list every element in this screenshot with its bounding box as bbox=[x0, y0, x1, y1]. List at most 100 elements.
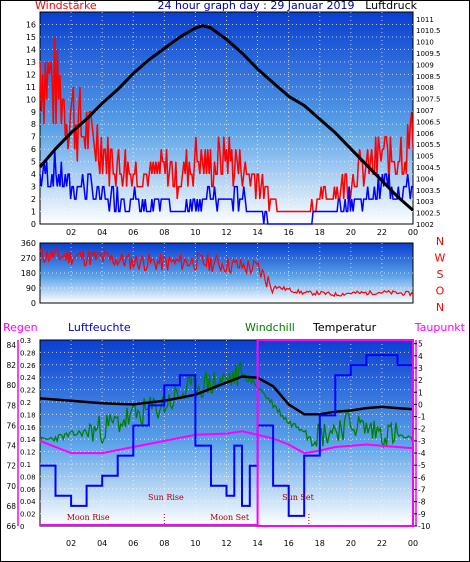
humidity-y-tick: 84 bbox=[6, 341, 16, 350]
wind-x-tick: 22 bbox=[377, 228, 387, 237]
rain-y-tick: 0.02 bbox=[20, 511, 36, 519]
pressure-y-tick: 1002 bbox=[416, 221, 434, 229]
wind-y-tick: 14 bbox=[26, 45, 36, 54]
wind-y-tick: 7 bbox=[31, 133, 36, 142]
humidity-axis-title: Luftfeuchte bbox=[68, 321, 131, 334]
rain-y-tick: 0 bbox=[20, 523, 24, 531]
wind-x-tick: 18 bbox=[315, 228, 325, 237]
wind-y-tick: 5 bbox=[31, 158, 36, 167]
pressure-y-tick: 1003 bbox=[416, 198, 434, 206]
wind-direction-line bbox=[39, 245, 414, 298]
humidity-y-tick: 68 bbox=[6, 502, 16, 511]
direction-compass-label: N bbox=[436, 301, 444, 314]
direction-y-tick: 360 bbox=[21, 239, 36, 248]
wind-gust-line bbox=[39, 36, 414, 213]
humidity-y-tick: 72 bbox=[6, 462, 16, 471]
temperature-x-tick: 14 bbox=[252, 539, 262, 548]
wind-x-tick: 16 bbox=[284, 228, 294, 237]
wind-x-tick: 08 bbox=[159, 228, 169, 237]
humidity-y-tick: 76 bbox=[6, 421, 16, 430]
temperature-x-tick: 00 bbox=[408, 539, 418, 548]
wind-x-tick: 10 bbox=[190, 228, 200, 237]
rain-y-tick: 0.08 bbox=[20, 473, 36, 481]
rain-y-tick: 0.3 bbox=[20, 337, 31, 345]
temperature-y-tick: 4 bbox=[418, 352, 423, 361]
temperature-x-tick: 20 bbox=[346, 539, 356, 548]
direction-compass-label: W bbox=[435, 252, 446, 265]
moon-rise-label: Moon Rise bbox=[67, 513, 110, 522]
wind-y-tick: 11 bbox=[26, 83, 36, 92]
pressure-y-tick: 1009 bbox=[416, 61, 434, 69]
wind-y-tick: 1 bbox=[31, 208, 36, 217]
pressure-y-tick: 1010.5 bbox=[416, 27, 441, 35]
rain-y-tick: 0.16 bbox=[20, 424, 36, 432]
rain-y-tick: 0.06 bbox=[20, 486, 36, 494]
moon-set-label: Moon Set bbox=[210, 513, 250, 522]
temperature-y-tick: -6 bbox=[418, 473, 426, 482]
pressure-y-tick: 1004 bbox=[416, 175, 434, 183]
temperature-x-tick: 02 bbox=[66, 539, 76, 548]
wind-x-tick: 06 bbox=[128, 228, 138, 237]
wind-x-tick: 02 bbox=[66, 228, 76, 237]
wind-y-tick: 3 bbox=[31, 183, 36, 192]
pressure-y-tick: 1003.5 bbox=[416, 187, 441, 195]
wind-y-tick: 4 bbox=[31, 170, 36, 179]
pressure-y-tick: 1004.5 bbox=[416, 164, 441, 172]
humidity-y-tick: 78 bbox=[6, 401, 16, 410]
temperature-x-tick: 16 bbox=[284, 539, 294, 548]
direction-y-tick: 270 bbox=[21, 254, 36, 263]
pressure-y-tick: 1006 bbox=[416, 130, 434, 138]
temperature-x-tick: 04 bbox=[97, 539, 107, 548]
humidity-line bbox=[40, 354, 414, 517]
wind-y-tick: 9 bbox=[31, 108, 36, 117]
wind-y-tick: 13 bbox=[26, 58, 36, 67]
rain-accumulation-box bbox=[256, 339, 415, 527]
wind-y-tick: 16 bbox=[26, 20, 36, 29]
temperature-axis-title: Temperatur bbox=[312, 321, 377, 334]
chart-title: 24 hour graph day : 29 Januar 2019 bbox=[158, 0, 355, 12]
humidity-y-tick: 74 bbox=[6, 442, 16, 451]
wind-axis-title: Windstärke bbox=[35, 0, 97, 12]
pressure-y-tick: 1007.5 bbox=[416, 96, 441, 104]
pressure-y-tick: 1008 bbox=[416, 84, 434, 92]
temperature-y-tick: 2 bbox=[418, 376, 423, 385]
temperature-y-tick: -5 bbox=[418, 461, 426, 470]
temperature-y-tick: -7 bbox=[418, 486, 426, 495]
wind-y-tick: 12 bbox=[26, 70, 36, 79]
rain-y-tick: 0.22 bbox=[20, 387, 36, 395]
direction-compass-label: O bbox=[436, 285, 445, 298]
pressure-line bbox=[38, 24, 414, 212]
pressure-y-tick: 1007 bbox=[416, 107, 434, 115]
pressure-y-tick: 1011 bbox=[416, 16, 434, 24]
temperature-x-tick: 22 bbox=[377, 539, 387, 548]
pressure-y-tick: 1008.5 bbox=[416, 73, 441, 81]
direction-y-tick: 0 bbox=[31, 299, 36, 308]
wind-x-tick: 14 bbox=[252, 228, 262, 237]
rain-y-tick: 0.14 bbox=[20, 436, 36, 444]
direction-y-tick: 90 bbox=[26, 284, 36, 293]
rain-y-tick: 0.12 bbox=[20, 449, 36, 457]
wind-y-tick: 0 bbox=[31, 220, 36, 229]
temperature-x-tick: 10 bbox=[190, 539, 200, 548]
temperature-y-tick: 1 bbox=[418, 388, 423, 397]
humidity-y-tick: 70 bbox=[6, 482, 16, 491]
temperature-y-tick: -1 bbox=[418, 413, 426, 422]
temperature-x-tick: 08 bbox=[159, 539, 169, 548]
pressure-y-tick: 1006.5 bbox=[416, 118, 441, 126]
rain-y-tick: 0.24 bbox=[20, 374, 36, 382]
sun-set-label: Sun Set bbox=[282, 493, 315, 502]
wind-x-tick: 12 bbox=[221, 228, 231, 237]
temperature-x-tick: 12 bbox=[221, 539, 231, 548]
temperature-y-tick: -9 bbox=[418, 510, 426, 519]
temperature-y-tick: -2 bbox=[418, 425, 426, 434]
temperature-x-tick: 18 bbox=[315, 539, 325, 548]
rain-axis-title: Regen bbox=[3, 321, 38, 334]
pressure-y-tick: 1002.5 bbox=[416, 210, 441, 218]
windchill-line bbox=[39, 361, 414, 449]
temperature-y-tick: -4 bbox=[418, 449, 426, 458]
pressure-axis-title: Luftdruck bbox=[365, 0, 417, 12]
rain-y-tick: 0.18 bbox=[20, 411, 36, 419]
wind-y-tick: 2 bbox=[31, 195, 36, 204]
pressure-y-tick: 1010 bbox=[416, 39, 434, 47]
